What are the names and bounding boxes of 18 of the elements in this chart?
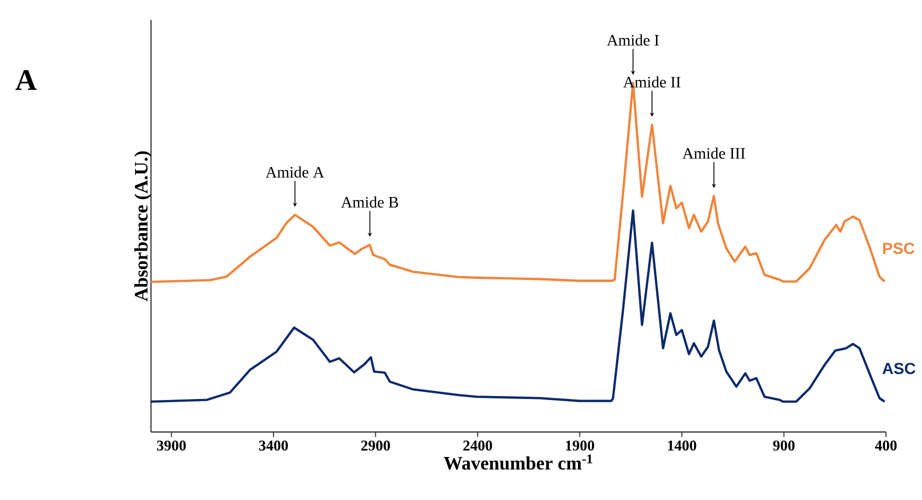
text: A xyxy=(16,70,37,90)
x-tick-label: 3400 xyxy=(259,440,288,451)
x-tick-label: 1400 xyxy=(668,440,696,451)
series-label: PSC xyxy=(883,242,914,254)
annotation: Amide I xyxy=(606,34,659,46)
x-axis-title: Wavenumber cm$^{-1}$ xyxy=(444,454,592,470)
y-axis-title: Absorbance (A.U.) xyxy=(134,151,152,302)
annotation: Amide A xyxy=(266,166,324,178)
x-tick-label: 3900 xyxy=(157,440,186,451)
x-tick-label: 2900 xyxy=(361,440,390,451)
x-tick-label: 900 xyxy=(773,440,795,451)
annotation: Amide III xyxy=(682,148,745,159)
annotation: Amide II xyxy=(623,76,680,88)
x-tick-label: 1900 xyxy=(566,440,594,451)
annotation: Amide B xyxy=(341,196,398,208)
x-tick-label: 2400 xyxy=(463,440,492,451)
series-label: ASC xyxy=(882,362,916,374)
x-tick-label: 400 xyxy=(874,440,897,451)
